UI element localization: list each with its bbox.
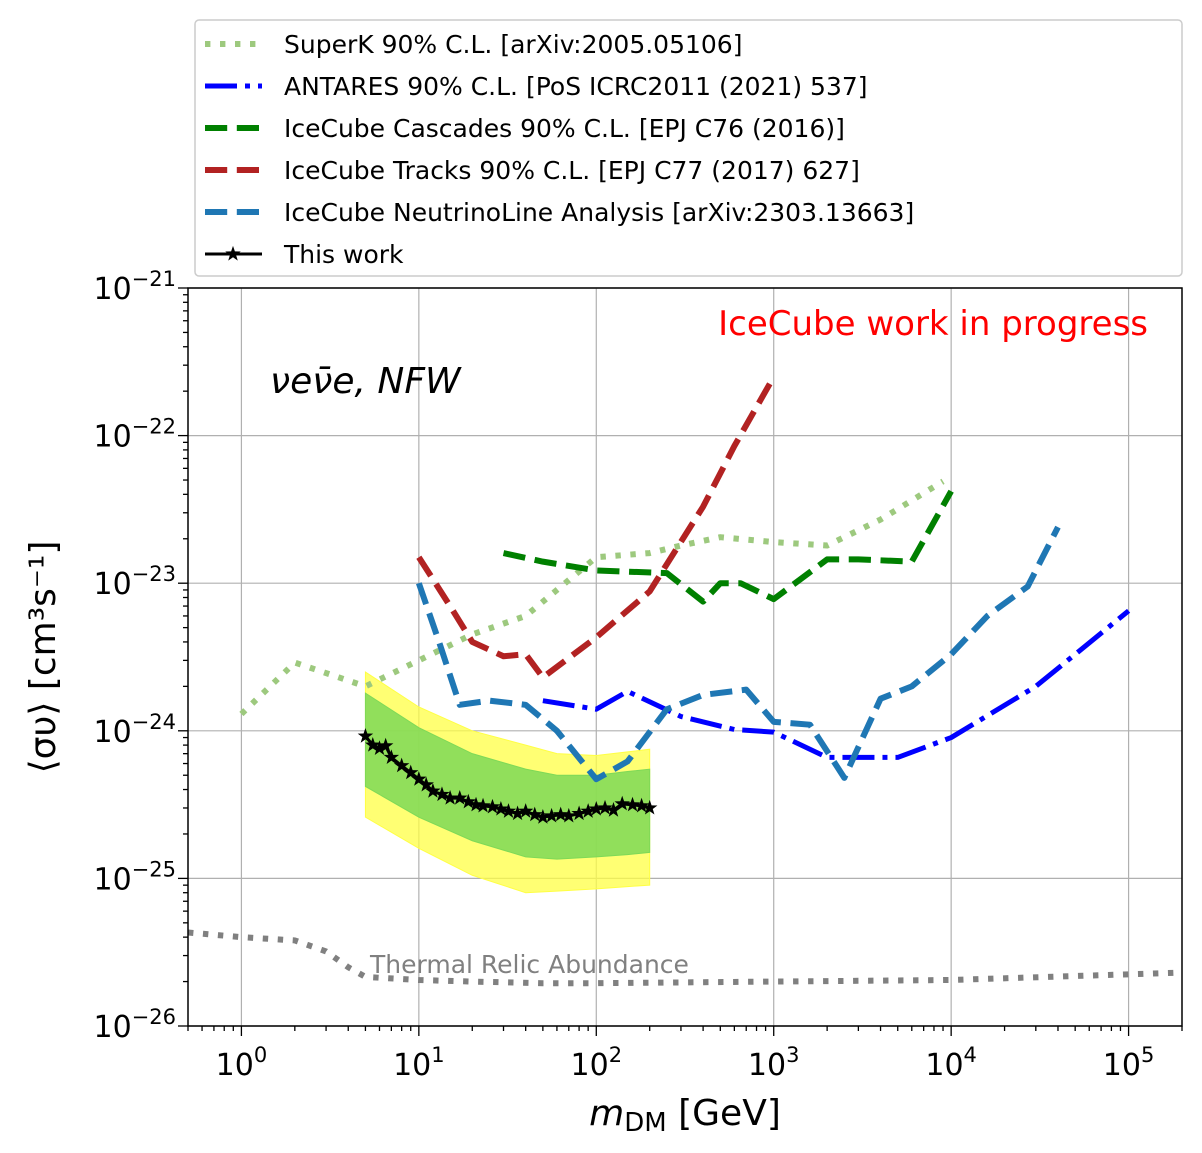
x-tick-label-exp-4: 4 [964,1043,977,1067]
legend-label-4: IceCube NeutrinoLine Analysis [arXiv:230… [284,198,914,227]
legend-label-1: ANTARES 90% C.L. [PoS ICRC2011 (2021) 53… [284,72,868,101]
x-tick-label-exp-0: 0 [254,1043,267,1067]
superk-line [239,478,945,717]
y-tick-label-exp-2: −24 [132,710,176,734]
legend-label-5: This work [283,240,404,269]
y-tick-label-exp-3: −23 [132,562,176,586]
lines-layer [188,375,1182,987]
channel-label: νeν̄e, NFW [270,361,462,402]
x-tick-label-4: 104 [925,1043,977,1083]
icecube-cascades-line [502,489,954,605]
tick-labels: 100 101 102 103 104 10510−2610−2510−2410−2310… [93,267,1154,1083]
legend-label-0: SuperK 90% C.L. [arXiv:2005.05106] [284,30,742,59]
legend-label-2: IceCube Cascades 90% C.L. [EPJ C76 (2016… [284,114,845,143]
legend-box [194,19,1183,277]
y-tick-label-2: 10−24 [93,710,176,750]
icecube-tracks-line [416,375,777,681]
y-tick-label-exp-4: −22 [132,415,176,439]
y-axis-label: ⟨συ⟩ [cm³s⁻¹] [23,541,64,774]
y-tick-label-base-4: 10 [93,420,131,455]
x-tick-label-base-1: 10 [393,1048,431,1083]
icecube-neutrinoline-line [416,525,1061,783]
legend-label-3: IceCube Tracks 90% C.L. [EPJ C77 (2017) … [284,156,860,185]
y-tick-label-4: 10−22 [93,415,176,455]
x-tick-label-exp-1: 1 [431,1043,444,1067]
y-tick-label-base-0: 10 [93,1010,131,1045]
thermal-relic-label: Thermal Relic Abundance [369,950,689,979]
y-tick-label-exp-1: −25 [132,857,176,881]
x-tick-label-0: 100 [216,1043,268,1083]
x-tick-label-exp-3: 3 [786,1043,799,1067]
x-axis-label-base: m [589,1093,624,1134]
x-tick-label-base-5: 10 [1103,1048,1141,1083]
y-tick-label-exp-0: −26 [132,1005,176,1029]
x-tick-label-base-3: 10 [748,1048,786,1083]
x-tick-label-1: 101 [393,1043,445,1083]
x-tick-label-exp-2: 2 [609,1043,622,1067]
y-tick-label-base-5: 10 [93,272,131,307]
x-tick-label-exp-5: 5 [1141,1043,1154,1067]
y-tick-label-3: 10−23 [93,562,176,602]
x-axis-label: mDM [GeV] [589,1093,781,1138]
x-tick-label-3: 103 [748,1043,800,1083]
y-tick-label-0: 10−26 [93,1005,176,1045]
band-68 [364,692,651,860]
antares-line [542,608,1131,760]
bands-layer [364,671,651,894]
x-tick-label-base-0: 10 [216,1048,254,1083]
x-axis-label-sub: DM [624,1108,666,1138]
x-tick-label-base-2: 10 [571,1048,609,1083]
y-tick-label-base-2: 10 [93,715,131,750]
x-tick-label-2: 102 [571,1043,623,1083]
plot-area [188,288,1182,1026]
x-tick-label-base-4: 10 [925,1048,963,1083]
y-tick-label-base-3: 10 [93,567,131,602]
thermal-relic-line [188,929,1182,987]
y-tick-label-5: 10−21 [93,267,176,307]
y-tick-label-1: 10−25 [93,857,176,897]
watermark-label: IceCube work in progress [718,304,1148,344]
x-tick-label-5: 105 [1103,1043,1155,1083]
legend: SuperK 90% C.L. [arXiv:2005.05106] ANTARE… [205,30,914,269]
y-tick-label-exp-5: −21 [132,267,176,291]
ticks [178,287,1183,1036]
axes-frame [187,287,1183,1027]
x-axis-label-unit: [GeV] [667,1093,781,1134]
y-tick-label-base-1: 10 [93,862,131,897]
